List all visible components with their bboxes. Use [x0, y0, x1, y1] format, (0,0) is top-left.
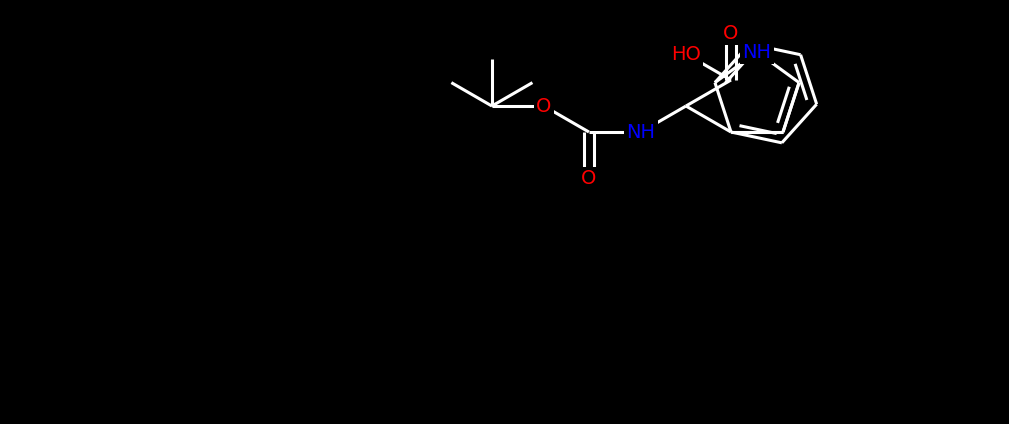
Text: HO: HO — [671, 45, 701, 64]
Text: O: O — [581, 169, 596, 188]
Text: NH: NH — [743, 42, 772, 61]
Text: O: O — [723, 24, 739, 43]
Text: O: O — [536, 97, 552, 115]
Text: NH: NH — [627, 123, 656, 142]
